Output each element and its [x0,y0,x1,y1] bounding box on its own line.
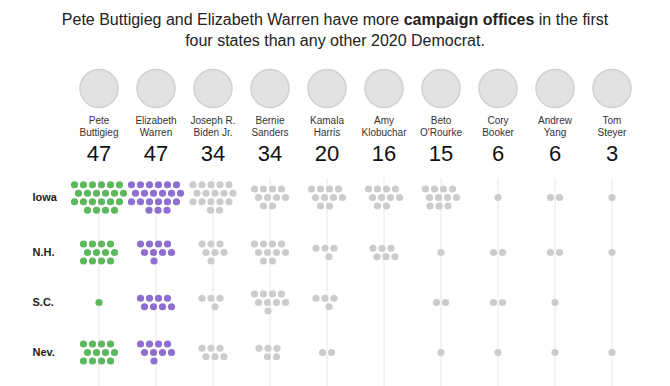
svg-text:CoryBooker: CoryBooker [482,115,514,137]
svg-text:TomSteyer: TomSteyer [598,115,628,137]
svg-text:Joseph R.Biden Jr.: Joseph R.Biden Jr. [190,115,235,137]
svg-text:Nev.: Nev. [33,346,55,358]
svg-text:N.H.: N.H. [33,246,55,258]
svg-text:47: 47 [87,141,111,166]
svg-text:S.C.: S.C. [33,296,54,308]
svg-text:BetoO'Rourke: BetoO'Rourke [420,115,462,137]
svg-text:34: 34 [201,141,225,166]
svg-text:47: 47 [144,141,168,166]
svg-text:15: 15 [429,141,453,166]
svg-text:KamalaHarris: KamalaHarris [310,115,344,137]
html-text:Pete Buttigieg and Elizabeth W: Pete Buttigieg and Elizabeth Warren have… [61,11,609,49]
svg-text:BernieSanders: BernieSanders [251,115,288,137]
svg-text:Iowa: Iowa [33,191,58,203]
svg-text:AmyKlobuchar: AmyKlobuchar [361,115,407,137]
svg-text:ElizabethWarren: ElizabethWarren [135,115,176,137]
svg-text:20: 20 [315,141,339,166]
svg-text:6: 6 [549,141,561,166]
svg-text:3: 3 [606,141,618,166]
svg-text:PeteButtigieg: PeteButtigieg [80,115,119,137]
svg-text:16: 16 [372,141,396,166]
svg-text:6: 6 [492,141,504,166]
svg-text:34: 34 [258,141,282,166]
svg-text:AndrewYang: AndrewYang [538,115,573,137]
